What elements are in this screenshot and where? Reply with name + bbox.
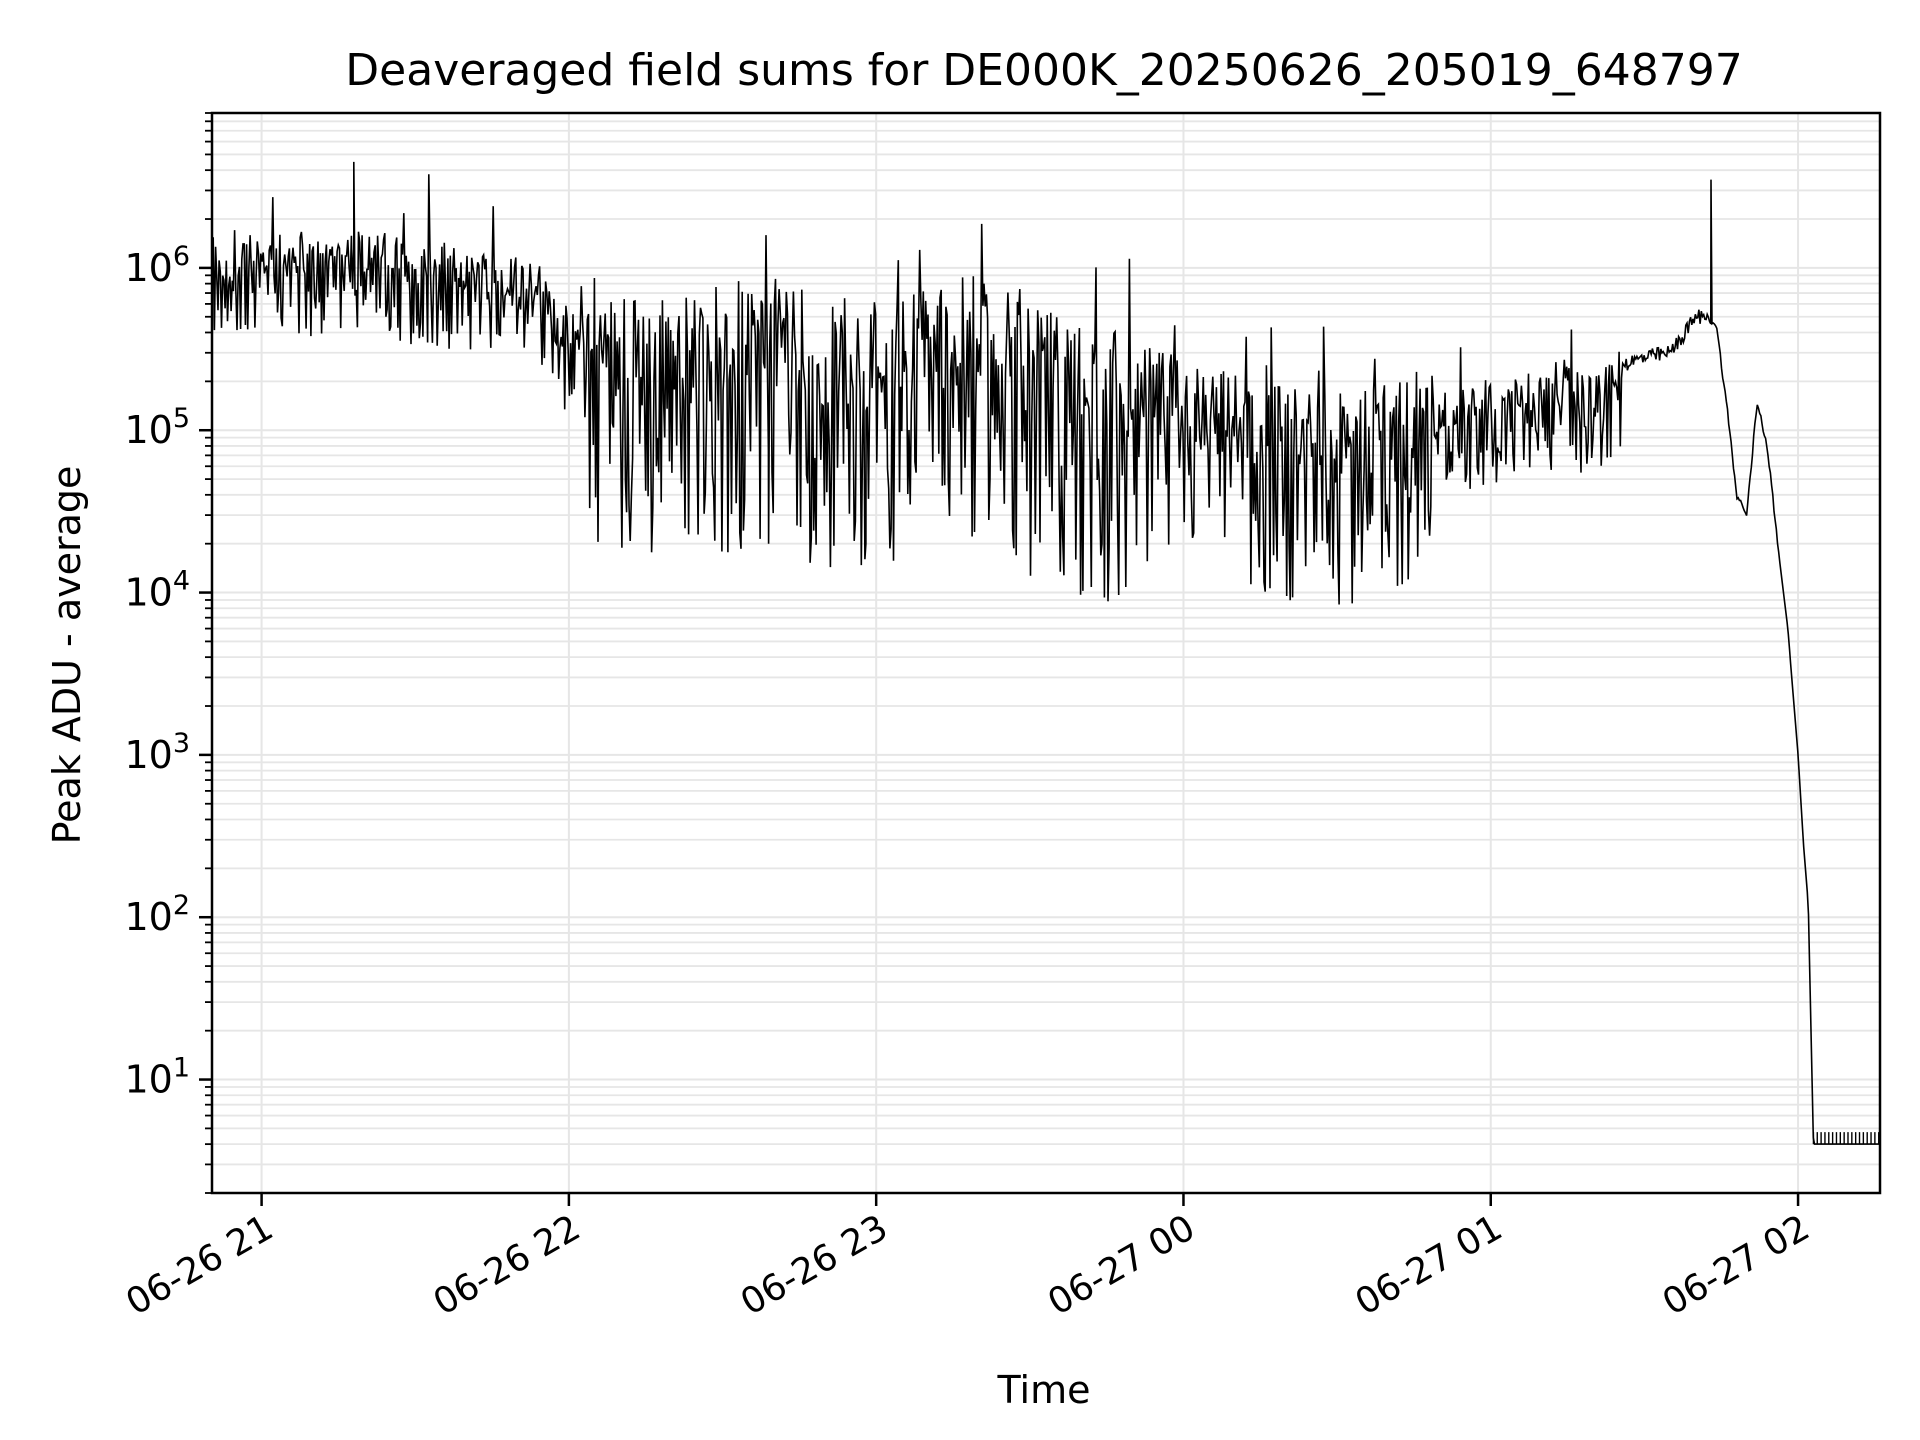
y-axis-ticks: 101 102 103 104 105 106 [124, 112, 212, 1194]
axes [210, 111, 1882, 1195]
series-group [211, 161, 1880, 1145]
y-tick-label: 103 [124, 728, 190, 777]
y-axis-label: Peak ADU - average [45, 466, 89, 845]
grid-lines [212, 112, 1880, 1194]
y-tick-label: 101 [124, 1053, 190, 1102]
y-tick-label: 105 [124, 403, 190, 452]
chart-title: Deaveraged field sums for DE000K_2025062… [345, 45, 1742, 96]
plot-frame [210, 111, 1882, 1195]
y-tick-label: 102 [124, 890, 190, 939]
y-tick-label: 104 [124, 566, 190, 615]
y-tick-label: 106 [124, 241, 190, 290]
series-line [211, 161, 1880, 1145]
x-axis-label: Time [997, 1368, 1091, 1412]
